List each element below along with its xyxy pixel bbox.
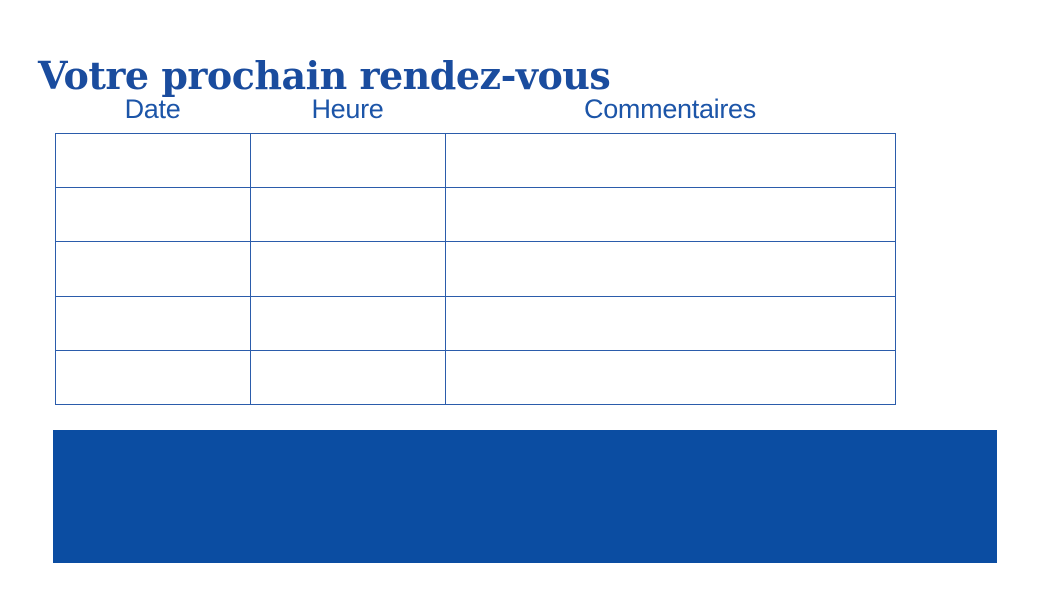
table-cell-date [55, 295, 251, 351]
page-title: Votre prochain rendez-vous [38, 53, 611, 99]
table-row [55, 132, 896, 189]
table-cell-date [55, 349, 251, 406]
table-row [55, 349, 896, 406]
table-cell-heure [250, 349, 446, 406]
column-header-commentaires: Commentaires [584, 94, 756, 124]
table-cell-commentaires [445, 187, 896, 243]
table-cell-commentaires [445, 132, 896, 189]
table-cell-commentaires [445, 295, 896, 351]
table-cell-date [55, 132, 251, 189]
table-row [55, 295, 896, 351]
table-row [55, 187, 896, 243]
table-cell-heure [250, 132, 446, 189]
table-cell-heure [250, 187, 446, 243]
footer-highlight-block [53, 430, 997, 563]
table-cell-heure [250, 241, 446, 297]
table-cell-commentaires [445, 349, 896, 406]
table-header-row: Date Heure Commentaires [55, 93, 895, 125]
table-cell-date [55, 241, 251, 297]
table-cell-commentaires [445, 241, 896, 297]
column-header-date: Date [124, 94, 181, 124]
column-header-heure: Heure [311, 94, 384, 124]
table-cell-heure [250, 295, 446, 351]
table-row [55, 241, 896, 297]
table-cell-date [55, 187, 251, 243]
appointment-table [55, 132, 896, 406]
